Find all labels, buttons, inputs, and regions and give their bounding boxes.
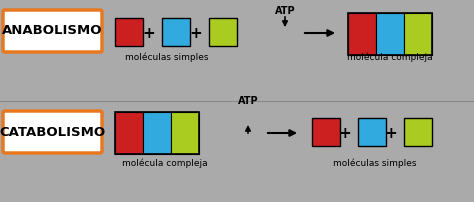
Text: +: + <box>190 25 202 40</box>
FancyBboxPatch shape <box>3 10 102 52</box>
Bar <box>171 112 199 154</box>
Text: moléculas simples: moléculas simples <box>125 52 209 61</box>
Text: +: + <box>384 125 397 141</box>
Bar <box>404 13 432 55</box>
Text: +: + <box>143 25 155 40</box>
Bar <box>348 13 376 55</box>
Text: ATP: ATP <box>237 96 258 106</box>
Text: molécula compleja: molécula compleja <box>347 52 433 61</box>
Bar <box>209 18 237 46</box>
Text: CATABOLISMO: CATABOLISMO <box>0 125 106 139</box>
FancyBboxPatch shape <box>3 111 102 153</box>
Bar <box>115 112 199 154</box>
Bar <box>312 118 340 146</box>
Bar <box>348 13 432 55</box>
Bar <box>115 18 143 46</box>
Bar <box>404 118 432 146</box>
Bar <box>143 112 171 154</box>
Text: ATP: ATP <box>275 6 295 16</box>
Text: moléculas simples: moléculas simples <box>333 158 417 167</box>
Bar <box>162 18 190 46</box>
Text: +: + <box>338 125 351 141</box>
Bar <box>115 112 143 154</box>
Bar <box>358 118 386 146</box>
Text: molécula compleja: molécula compleja <box>122 158 208 167</box>
Text: ANABOLISMO: ANABOLISMO <box>2 24 103 38</box>
Bar <box>376 13 404 55</box>
